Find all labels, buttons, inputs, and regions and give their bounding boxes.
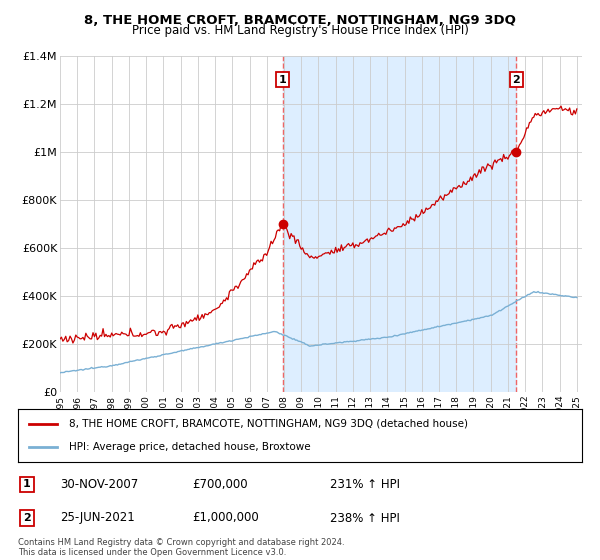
Text: £700,000: £700,000 xyxy=(192,478,248,491)
Text: 1: 1 xyxy=(278,74,286,85)
Text: 1: 1 xyxy=(23,479,31,489)
Text: 8, THE HOME CROFT, BRAMCOTE, NOTTINGHAM, NG9 3DQ: 8, THE HOME CROFT, BRAMCOTE, NOTTINGHAM,… xyxy=(84,14,516,27)
Text: 231% ↑ HPI: 231% ↑ HPI xyxy=(330,478,400,491)
Text: 238% ↑ HPI: 238% ↑ HPI xyxy=(330,511,400,525)
Bar xyxy=(283,56,516,392)
Text: 25-JUN-2021: 25-JUN-2021 xyxy=(60,511,135,525)
Text: £1,000,000: £1,000,000 xyxy=(192,511,259,525)
Text: Price paid vs. HM Land Registry's House Price Index (HPI): Price paid vs. HM Land Registry's House … xyxy=(131,24,469,37)
Text: 2: 2 xyxy=(23,513,31,523)
Text: HPI: Average price, detached house, Broxtowe: HPI: Average price, detached house, Brox… xyxy=(69,442,310,452)
Text: 30-NOV-2007: 30-NOV-2007 xyxy=(60,478,138,491)
Text: 2: 2 xyxy=(512,74,520,85)
Text: 8, THE HOME CROFT, BRAMCOTE, NOTTINGHAM, NG9 3DQ (detached house): 8, THE HOME CROFT, BRAMCOTE, NOTTINGHAM,… xyxy=(69,419,468,429)
Text: Contains HM Land Registry data © Crown copyright and database right 2024.
This d: Contains HM Land Registry data © Crown c… xyxy=(18,538,344,557)
